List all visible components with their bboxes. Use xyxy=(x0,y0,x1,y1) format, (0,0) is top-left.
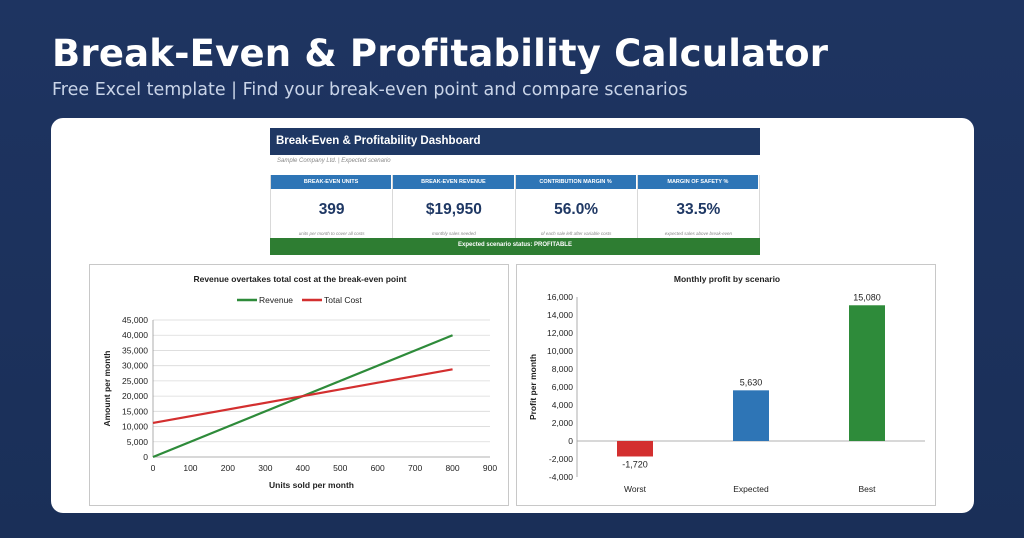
x-tick-label: 900 xyxy=(483,463,497,473)
page-subtitle: Free Excel template | Find your break-ev… xyxy=(52,80,688,100)
x-tick-label: 800 xyxy=(445,463,459,473)
legend-label: Revenue xyxy=(259,295,293,305)
y-tick-label: 40,000 xyxy=(122,330,148,340)
kpi-value: 399 xyxy=(318,201,345,218)
y-axis-label: Amount per month xyxy=(102,350,112,426)
kpi-value: 56.0% xyxy=(554,201,599,218)
y-tick-label: 14,000 xyxy=(547,310,573,320)
dashboard-title: Break-Even & Profitability Dashboard xyxy=(270,128,760,155)
kpi-note: of each sale left after variable costs xyxy=(540,231,612,236)
kpi-note: units per month to cover all costs xyxy=(298,231,365,236)
y-tick-label: 12,000 xyxy=(547,328,573,338)
bar-chart-panel[interactable]: Monthly profit by scenario -4,000 -2,000 0 2… xyxy=(516,264,936,506)
y-tick-label: 30,000 xyxy=(122,361,148,371)
x-tick-label: 200 xyxy=(221,463,235,473)
y-tick-label: 16,000 xyxy=(547,292,573,302)
y-tick-label: 4,000 xyxy=(552,400,574,410)
status-banner: Expected scenario status: PROFITABLE xyxy=(270,238,760,255)
dashboard: Break-Even & Profitability Dashboard Sam… xyxy=(270,128,760,256)
y-tick-label: 15,000 xyxy=(122,406,148,416)
bar-expected xyxy=(733,390,769,441)
category-label: Best xyxy=(858,484,876,494)
data-label: 5,630 xyxy=(740,377,763,387)
x-tick-label: 0 xyxy=(151,463,156,473)
y-tick-label: 20,000 xyxy=(122,391,148,401)
y-tick-label: 0 xyxy=(143,452,148,462)
x-tick-label: 700 xyxy=(408,463,422,473)
y-axis-label: Profit per month xyxy=(528,354,538,420)
y-tick-label: 35,000 xyxy=(122,345,148,355)
kpi-value: $19,950 xyxy=(425,201,482,218)
page-title: Break-Even & Profitability Calculator xyxy=(52,32,829,75)
data-label: -1,720 xyxy=(622,459,648,469)
x-tick-label: 100 xyxy=(183,463,197,473)
category-label: Worst xyxy=(624,484,647,494)
y-tick-label: 8,000 xyxy=(552,364,574,374)
y-tick-label: 10,000 xyxy=(547,346,573,356)
y-tick-label: 45,000 xyxy=(122,315,148,325)
y-tick-label: 5,000 xyxy=(127,437,149,447)
y-tick-label: 10,000 xyxy=(122,422,148,432)
line-chart-panel[interactable]: Revenue overtakes total cost at the brea… xyxy=(89,264,509,506)
x-tick-label: 400 xyxy=(296,463,310,473)
bar-best xyxy=(849,305,885,441)
legend-label: Total Cost xyxy=(324,295,362,305)
x-axis-label: Units sold per month xyxy=(269,480,354,490)
category-label: Expected xyxy=(733,484,769,494)
kpi-label: MARGIN OF SAFETY % xyxy=(637,175,759,189)
y-tick-label: 25,000 xyxy=(122,376,148,386)
kpi-value: 33.5% xyxy=(676,201,721,218)
chart-title: Revenue overtakes total cost at the brea… xyxy=(193,274,406,284)
y-tick-label: 0 xyxy=(568,436,573,446)
kpi-row: BREAK-EVEN UNITS 399 units per month to … xyxy=(270,175,760,238)
data-label: 15,080 xyxy=(853,292,881,302)
kpi-contribution-margin: CONTRIBUTION MARGIN % 56.0% of each sale… xyxy=(515,175,638,238)
x-tick-label: 300 xyxy=(258,463,272,473)
x-tick-label: 500 xyxy=(333,463,347,473)
series-line-total-cost xyxy=(152,368,453,424)
line-chart: Revenue overtakes total cost at the brea… xyxy=(102,274,497,490)
bar-chart: Monthly profit by scenario -4,000 -2,000 0 2… xyxy=(528,274,925,494)
y-tick-label: 2,000 xyxy=(552,418,574,428)
x-tick-label: 600 xyxy=(371,463,385,473)
y-tick-label: -2,000 xyxy=(549,454,573,464)
kpi-label: BREAK-EVEN UNITS xyxy=(271,175,393,189)
chart-title: Monthly profit by scenario xyxy=(674,274,780,284)
kpi-break-even-revenue: BREAK-EVEN REVENUE $19,950 monthly sales… xyxy=(393,175,516,238)
kpi-margin-of-safety: MARGIN OF SAFETY % 33.5% expected sales … xyxy=(637,175,759,238)
kpi-note: monthly sales needed xyxy=(431,231,476,236)
kpi-label: CONTRIBUTION MARGIN % xyxy=(515,175,637,189)
y-tick-label: 6,000 xyxy=(552,382,574,392)
bar-worst xyxy=(617,441,653,457)
dashboard-subtitle: Sample Company Ltd. | Expected scenario xyxy=(277,158,391,164)
kpi-break-even-units: BREAK-EVEN UNITS 399 units per month to … xyxy=(271,175,394,238)
kpi-label: BREAK-EVEN REVENUE xyxy=(393,175,515,189)
kpi-note: expected sales above break-even xyxy=(664,231,733,236)
y-tick-label: -4,000 xyxy=(549,472,573,482)
